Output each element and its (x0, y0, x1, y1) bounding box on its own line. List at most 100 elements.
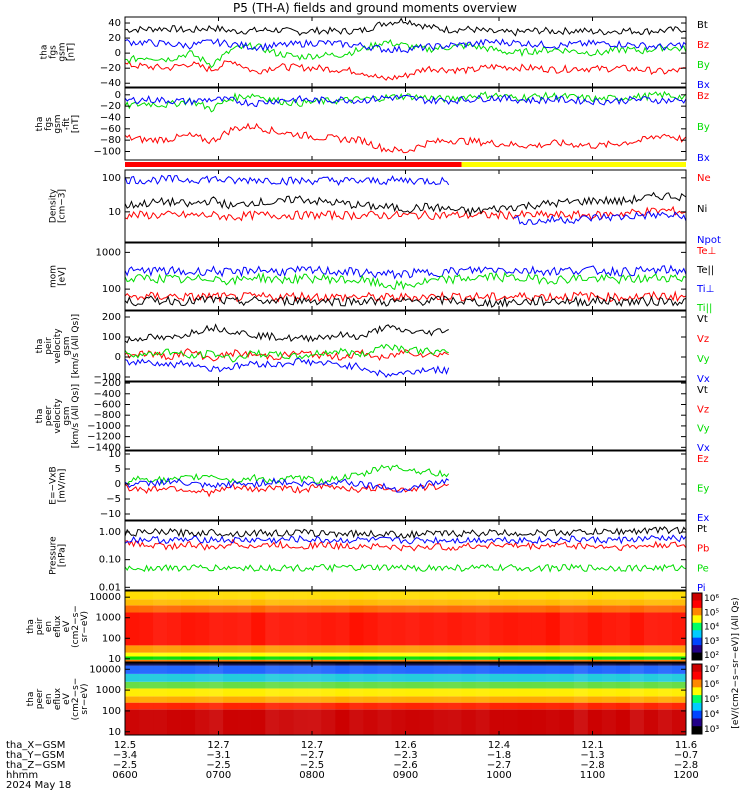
spectrogram-texture (433, 591, 448, 662)
y-tick-label: 1000 (96, 247, 121, 258)
colorbar-tick-label: 10⁴ (704, 623, 719, 633)
colorbar-segment (692, 679, 702, 688)
x-tick-value: 12.1 (581, 740, 603, 751)
spectrogram-texture (391, 663, 405, 735)
y-tick-label: −1400 (87, 442, 121, 453)
spectrogram-texture (433, 663, 448, 735)
series-line-Npot (124, 174, 687, 226)
spectrogram-texture (293, 663, 308, 735)
status-bar-red (125, 162, 462, 167)
y-tick-label: 10 (108, 207, 121, 218)
legend-label-Ey: Ey (697, 484, 709, 495)
series-line-Pt (124, 526, 687, 540)
y-tick-label: 200 (102, 312, 121, 323)
legend-label-Bz: Bz (697, 91, 709, 102)
y-axis-label: [km/s (All Qs)] (71, 384, 81, 448)
y-tick-label: 0.10 (99, 555, 121, 566)
y-tick-label: −5 (106, 494, 121, 505)
panel-frame (124, 16, 687, 88)
y-tick-label: 0 (115, 479, 121, 490)
spectrogram-band (125, 612, 686, 646)
y-tick-label: −1000 (87, 421, 121, 432)
spectrogram-texture (672, 663, 686, 735)
y-tick-label: 1000 (96, 685, 121, 696)
x-tick-value: −0.7 (674, 750, 698, 761)
spectrogram-band (125, 605, 686, 613)
y-axis-label: Density (49, 188, 59, 223)
colorbar-tick-label: 10⁵ (704, 695, 719, 705)
spectrogram-texture (475, 591, 490, 662)
colorbar-segment (692, 607, 702, 616)
spectrogram-texture (321, 663, 336, 735)
y-tick-label: 20 (108, 33, 121, 44)
spectrogram-texture (420, 663, 434, 735)
y-tick-label: −40 (100, 112, 121, 123)
y-axis-label: peer (35, 688, 45, 709)
y-axis-label: sr−eV) (80, 611, 90, 642)
y-tick-label: −10 (100, 509, 121, 520)
legend-label-Ti⊥: Ti⊥ (696, 284, 714, 295)
colorbar-segment (692, 710, 702, 719)
x-tick-value: −1.8 (487, 750, 511, 761)
y-tick-label: 0 (115, 90, 121, 101)
y-axis-label: eflux (53, 615, 63, 638)
spectrogram-texture (279, 591, 294, 662)
legend-label-By: By (697, 122, 710, 133)
y-axis-label: eV (62, 620, 72, 633)
y-axis-label: [eV] (58, 267, 68, 286)
spectrogram-texture (307, 591, 322, 662)
spectrogram-texture (588, 591, 602, 662)
spectrogram-texture (602, 663, 616, 735)
spectrogram-texture (251, 663, 265, 735)
series-line-Vz (124, 348, 449, 362)
y-axis-label: [cm−3] (58, 189, 68, 223)
x-tick-value: −2.8 (580, 760, 604, 771)
y-axis-label: gsm (62, 406, 72, 425)
colorbar-frame (691, 663, 703, 735)
y-axis-label: (cm2−s− (71, 605, 81, 648)
legend-label-Vx: Vx (697, 443, 710, 454)
spectrogram-texture (489, 591, 504, 662)
spectrogram-texture (209, 663, 224, 735)
x-tick-value: −2.3 (393, 750, 417, 761)
legend-label-Npot: Npot (697, 235, 721, 246)
y-axis-label: eV (62, 692, 72, 705)
legend-label-Vt: Vt (697, 314, 708, 325)
y-tick-label: −40 (100, 78, 121, 89)
y-tick-label: 0 (115, 352, 121, 363)
y-axis-label: (cm2−s− (71, 678, 81, 721)
y-tick-label: 0 (115, 48, 121, 59)
legend-label-Ne: Ne (697, 173, 711, 184)
colorbar-segment (692, 637, 702, 646)
spectrogram-texture (293, 591, 308, 662)
x-tick-value: −2.5 (300, 760, 324, 771)
legend-label-Pb: Pb (697, 544, 709, 555)
spectrogram-texture (588, 663, 602, 735)
colorbar-segment (692, 687, 702, 696)
spectrogram-texture (237, 663, 251, 735)
spectrogram-band (125, 652, 686, 657)
panel-frame (124, 450, 687, 521)
legend-label-Bz: Bz (697, 40, 709, 51)
series-line-Ti⊥ (124, 264, 687, 280)
spectrogram-texture (251, 591, 265, 662)
series-line-Vy (124, 343, 449, 363)
legend-label-Vy: Vy (697, 354, 710, 365)
colorbar-segment (692, 671, 702, 681)
y-tick-label: 10000 (89, 592, 121, 603)
spectrogram-texture (406, 663, 420, 735)
y-tick-label: 100 (102, 284, 121, 295)
x-tick-value: 1000 (486, 770, 511, 781)
series-line-Bz (124, 60, 687, 81)
y-tick-label: −100 (94, 146, 121, 157)
y-tick-label: −20 (100, 63, 121, 74)
spectrogram-texture (419, 591, 434, 662)
legend-label-Te||: Te|| (696, 265, 714, 276)
spectrogram-texture (377, 663, 392, 735)
y-axis-label: gsm (62, 336, 72, 355)
spectrogram-band (125, 645, 686, 653)
y-axis-label: [nT] (71, 115, 81, 133)
legend-label-Ex: Ex (697, 513, 709, 524)
spectrogram-texture (504, 591, 518, 662)
